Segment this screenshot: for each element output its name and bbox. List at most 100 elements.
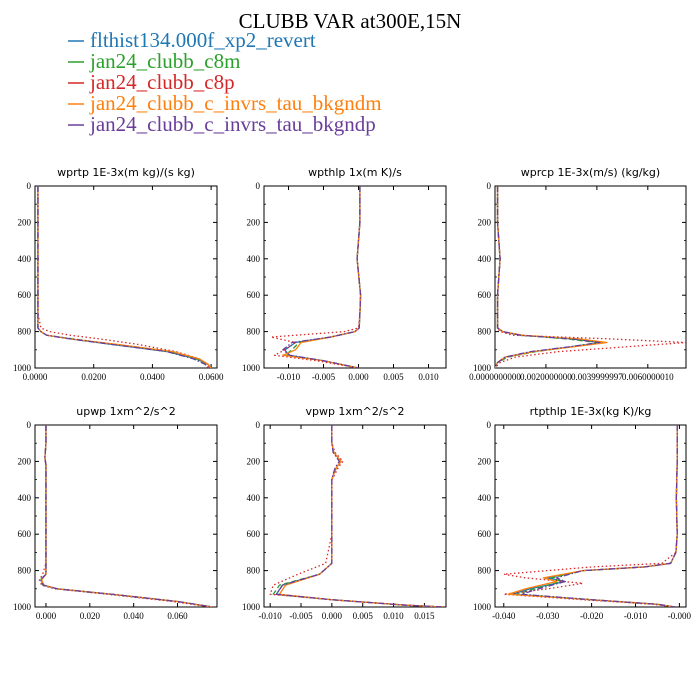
x-tick-label: 0.000 <box>36 611 57 621</box>
legend: flthist134.000f_xp2_revertjan24_clubb_c8… <box>68 28 382 136</box>
x-tick-label: 0.020 <box>80 611 101 621</box>
y-tick-label: 200 <box>18 217 32 227</box>
series-line-2 <box>284 186 362 368</box>
x-tick-label: -0.030 <box>536 611 560 621</box>
x-tick-label: 0.0039999997 <box>571 372 623 382</box>
panel-4: upwp 1xm^2/s^2 0 200 400 600 800 1000 0.000 0.02… <box>13 405 218 621</box>
x-tick-label: 0.010 <box>418 372 439 382</box>
series-line-2 <box>272 425 443 607</box>
x-tick-label: 0.015 <box>414 611 435 621</box>
series-line-2 <box>39 425 213 607</box>
panel-title: upwp 1xm^2/s^2 <box>76 405 176 418</box>
legend-label: jan24_clubb_c8p <box>89 70 235 94</box>
y-tick-label: 400 <box>247 493 261 503</box>
legend-label: jan24_clubb_c8m <box>89 49 240 73</box>
panel-3: wprcp 1E-3x(m/s) (kg/kg) 0 200 400 600 800 100… <box>469 166 687 382</box>
y-tick-label: 1000 <box>242 602 261 612</box>
y-tick-label: 800 <box>18 327 32 337</box>
y-tick-label: 600 <box>478 290 492 300</box>
panel-title: wpthlp 1x(m K)/s <box>308 166 402 179</box>
y-tick-label: 800 <box>478 566 492 576</box>
legend-entry: jan24_clubb_c8m <box>68 49 240 73</box>
legend-entry: jan24_clubb_c_invrs_tau_bkgndm <box>68 91 382 115</box>
y-tick-label: 600 <box>18 529 32 539</box>
x-tick-label: -0.040 <box>492 611 516 621</box>
x-tick-label: -0.005 <box>289 611 313 621</box>
series-line-5 <box>37 186 209 368</box>
series-line-1 <box>40 425 213 607</box>
legend-entry: flthist134.000f_xp2_revert <box>68 28 316 52</box>
series-line-4 <box>495 186 608 368</box>
series-line-4 <box>278 425 443 607</box>
series-line-5 <box>282 186 362 368</box>
x-tick-label: 0.0000 <box>23 372 48 382</box>
y-tick-label: 600 <box>247 529 261 539</box>
legend-label: flthist134.000f_xp2_revert <box>90 28 316 52</box>
plot-frame <box>263 424 447 608</box>
series-line-3 <box>270 186 362 368</box>
x-tick-label: -0.010 <box>259 611 283 621</box>
x-tick-label: 0.010 <box>383 611 404 621</box>
legend-label: jan24_clubb_c_invrs_tau_bkgndp <box>89 112 376 136</box>
series-line-2 <box>37 186 209 368</box>
plot-frame <box>34 185 218 369</box>
panel-6: rtpthlp 1E-3x(kg K)/kg02004006008001000-… <box>473 405 692 621</box>
series-line-5 <box>495 186 601 368</box>
series-line-1 <box>37 186 212 368</box>
x-tick-label: 0.060 <box>167 611 188 621</box>
plot-frame <box>34 424 218 608</box>
figure-title: CLUBB VAR at300E,15N <box>239 9 462 33</box>
series-group <box>270 186 362 368</box>
panel-5: vpwp 1xm^2/s^2 0 200 400 600 800 1000-0.010 -0.… <box>242 405 447 621</box>
y-tick-label: 200 <box>247 456 261 466</box>
series-line-3 <box>37 186 209 368</box>
series-group <box>38 425 213 607</box>
series-line-4 <box>282 186 362 368</box>
y-tick-label: 800 <box>247 327 261 337</box>
series-line-5 <box>520 425 678 607</box>
x-tick-label: -0.020 <box>580 611 604 621</box>
plot-frame <box>263 185 447 369</box>
y-tick-label: 600 <box>478 529 492 539</box>
y-tick-label: 400 <box>478 254 492 264</box>
y-tick-label: 0 <box>487 181 492 191</box>
x-tick-label: 0.0400 <box>140 372 165 382</box>
y-tick-label: 200 <box>478 217 492 227</box>
series-line-1 <box>511 425 678 607</box>
x-tick-label: -0.000 <box>668 611 692 621</box>
plot-frame <box>494 424 687 608</box>
series-line-4 <box>40 425 213 607</box>
y-tick-label: 800 <box>247 566 261 576</box>
x-tick-label: -0.010 <box>277 372 301 382</box>
x-tick-label: 0.000 <box>348 372 369 382</box>
series-group <box>269 425 443 607</box>
panel-title: vpwp 1xm^2/s^2 <box>305 405 404 418</box>
y-tick-label: 1000 <box>242 363 261 373</box>
series-group <box>503 425 678 607</box>
legend-label: jan24_clubb_c_invrs_tau_bkgndm <box>89 91 382 115</box>
y-tick-label: 1000 <box>473 602 492 612</box>
legend-entry: jan24_clubb_c8p <box>68 70 235 94</box>
panel-title: wprtp 1E-3x(m kg)/(s kg) <box>57 166 195 179</box>
x-tick-label: 0.0000000000 <box>469 372 521 382</box>
y-tick-label: 0 <box>487 420 492 430</box>
panels: wprtp 1E-3x(m kg)/(s kg) 0 200 400 600 800 100… <box>13 166 692 621</box>
x-tick-label: 0.005 <box>383 372 404 382</box>
y-tick-label: 0 <box>256 420 261 430</box>
y-tick-label: 400 <box>18 254 32 264</box>
x-tick-label: 0.040 <box>124 611 145 621</box>
y-tick-label: 0 <box>256 181 261 191</box>
x-tick-label: 0.000 <box>322 611 343 621</box>
x-tick-label: -0.010 <box>624 611 648 621</box>
series-line-4 <box>507 425 678 607</box>
y-tick-label: 400 <box>18 493 32 503</box>
y-tick-label: 400 <box>247 254 261 264</box>
x-tick-label: 0.0600 <box>199 372 224 382</box>
series-group <box>37 186 212 368</box>
series-group <box>495 186 686 368</box>
x-tick-label: 0.005 <box>353 611 374 621</box>
y-tick-label: 600 <box>247 290 261 300</box>
series-line-1 <box>284 186 362 368</box>
series-line-3 <box>503 425 678 607</box>
series-line-3 <box>38 425 211 607</box>
